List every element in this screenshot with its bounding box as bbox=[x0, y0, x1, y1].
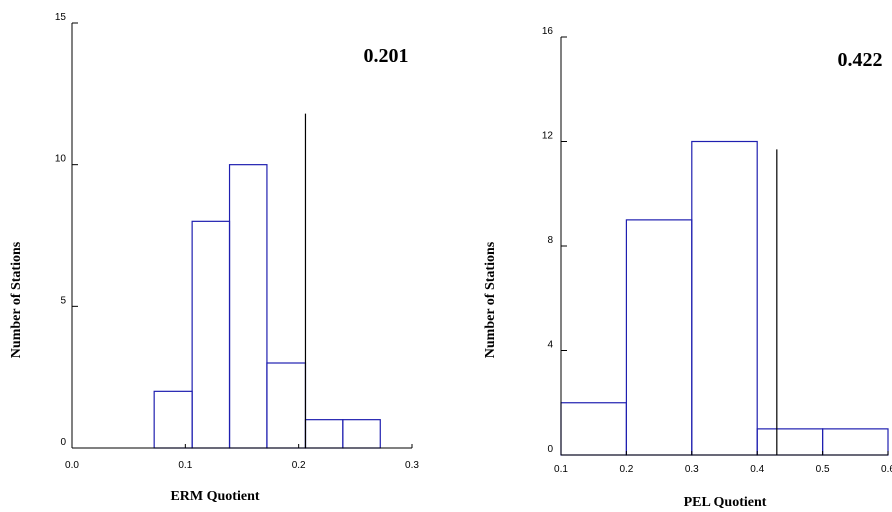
erm-bar-4 bbox=[266, 362, 307, 449]
erm-x-tick-label: 0.2 bbox=[292, 460, 306, 471]
pel-x-tick-label: 0.2 bbox=[619, 464, 633, 475]
erm-bar-2 bbox=[191, 220, 231, 449]
pel-y-tick-label: 0 bbox=[547, 444, 553, 455]
erm-x-axis-label: ERM Quotient bbox=[170, 489, 259, 504]
erm-y-tick-label: 5 bbox=[60, 295, 66, 306]
pel-bar-0 bbox=[560, 402, 628, 456]
erm-y-tick-label: 10 bbox=[55, 154, 67, 165]
pel-y-tick-label: 12 bbox=[542, 131, 554, 142]
pel-y-tick-label: 8 bbox=[547, 235, 553, 246]
pel-histogram-bars bbox=[560, 140, 889, 456]
erm-annotation: 0.201 bbox=[364, 45, 409, 67]
pel-x-tick-label: 0.1 bbox=[554, 464, 568, 475]
erm-x-tick-label: 0.0 bbox=[65, 460, 79, 471]
erm-bar-5 bbox=[304, 419, 344, 449]
erm-bar-1 bbox=[153, 390, 193, 449]
erm-y-axis-label: Number of Stations bbox=[9, 241, 24, 358]
pel-y-tick-label: 16 bbox=[542, 26, 554, 37]
erm-chart: 0 5 10 15 0.0 0.1 0.2 0.3 0.201 ERM Quotient Nu… bbox=[9, 12, 419, 504]
erm-x-tick-label: 0.3 bbox=[405, 460, 419, 471]
erm-y-tick-label: 15 bbox=[55, 12, 67, 23]
pel-x-tick-label: 0.5 bbox=[816, 464, 830, 475]
erm-y-tick-label: 0 bbox=[60, 437, 66, 448]
pel-annotation: 0.422 bbox=[838, 49, 883, 71]
pel-axes bbox=[560, 36, 889, 456]
pel-y-axis-label: Number of Stations bbox=[483, 241, 498, 358]
erm-histogram-bars bbox=[153, 164, 381, 449]
pel-x-axis-label: PEL Quotient bbox=[684, 495, 767, 510]
erm-axes bbox=[71, 22, 413, 449]
pel-x-tick-label: 0.6 bbox=[881, 464, 892, 475]
erm-x-tick-label: 0.1 bbox=[178, 460, 192, 471]
erm-bar-6 bbox=[342, 419, 381, 449]
pel-y-tick-label: 4 bbox=[547, 340, 553, 351]
pel-tick-labels: 0 4 8 12 16 0.1 0.2 0.3 0.4 0.5 0.6 bbox=[542, 26, 892, 475]
pel-bar-4 bbox=[821, 428, 889, 456]
pel-bar-3 bbox=[756, 428, 824, 456]
erm-tick-labels: 0 5 10 15 0.0 0.1 0.2 0.3 bbox=[55, 12, 420, 471]
pel-bar-1 bbox=[625, 219, 693, 456]
pel-x-tick-label: 0.3 bbox=[685, 464, 699, 475]
pel-chart: 0 4 8 12 16 0.1 0.2 0.3 0.4 0.5 0.6 0.422 PEL Quot… bbox=[483, 26, 892, 510]
pel-bar-2 bbox=[691, 140, 758, 456]
pel-x-tick-label: 0.4 bbox=[750, 464, 764, 475]
erm-bar-3 bbox=[228, 164, 268, 449]
